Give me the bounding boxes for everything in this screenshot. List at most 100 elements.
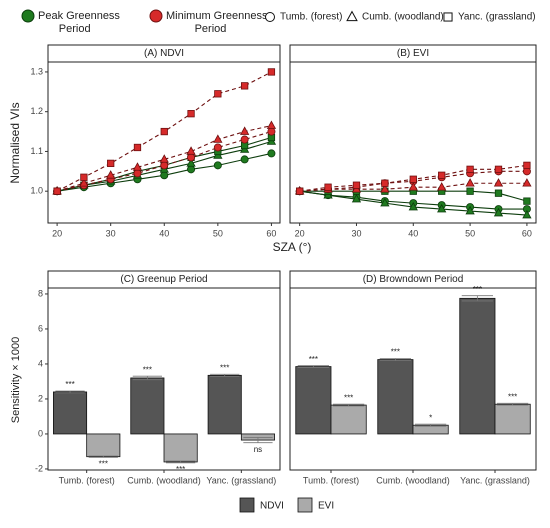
point	[267, 68, 276, 76]
legend-label: Peak Greenness Period	[38, 10, 120, 35]
significance-label: ***	[176, 465, 185, 474]
point	[132, 162, 143, 171]
significance-label: ***	[220, 363, 229, 372]
error-bar	[461, 295, 493, 302]
point	[523, 197, 531, 205]
point	[267, 127, 276, 136]
point	[438, 171, 446, 179]
panel-title: (B) EVI	[397, 48, 429, 59]
point	[213, 161, 222, 170]
legend-label: Tumb. (forest)	[280, 12, 342, 23]
y-tick-label: 8	[38, 288, 43, 298]
error-bar	[415, 423, 447, 427]
legend-marker	[346, 10, 358, 22]
point	[465, 178, 475, 187]
point	[522, 209, 532, 219]
y-tick-label: 1.1	[30, 146, 43, 156]
point	[53, 187, 61, 195]
bar	[86, 433, 121, 458]
error-bar	[55, 390, 85, 394]
legend-label: Cumb. (woodland)	[362, 12, 444, 23]
legend-label: Minimum Greenness Period	[166, 10, 268, 35]
significance-label: ***	[344, 393, 353, 402]
point	[523, 161, 531, 169]
point	[240, 155, 249, 164]
significance-label: ***	[99, 460, 108, 469]
point	[493, 178, 504, 187]
legend-marker	[265, 12, 275, 22]
point	[187, 153, 196, 162]
error-bar	[243, 437, 273, 444]
point	[133, 143, 142, 152]
y-tick-label: 0	[38, 428, 43, 438]
x-tick-label: Yanc. (grassland)	[460, 475, 530, 485]
point	[160, 127, 168, 136]
legend-label: EVI	[318, 501, 334, 512]
point	[240, 82, 249, 90]
point	[107, 159, 115, 168]
x-axis-label: SZA (°)	[273, 240, 312, 254]
x-tick-label: 50	[213, 228, 223, 238]
significance-label: ***	[391, 348, 400, 357]
y-tick-label: -2	[35, 463, 43, 473]
bar	[459, 297, 496, 435]
point	[522, 178, 532, 187]
panel-title: (A) NDVI	[144, 48, 184, 59]
point	[380, 184, 390, 193]
significance-label: ***	[143, 365, 152, 374]
x-tick-label: 60	[522, 228, 532, 238]
point	[493, 207, 504, 217]
point	[352, 181, 361, 189]
bar	[207, 374, 242, 435]
legend-swatch	[297, 497, 313, 513]
y-tick-label: 4	[38, 358, 43, 368]
legend-marker	[21, 9, 35, 23]
point	[80, 173, 88, 181]
point	[266, 120, 277, 129]
point	[240, 126, 250, 135]
legend-marker	[443, 12, 453, 22]
point	[381, 179, 389, 187]
point	[160, 161, 169, 170]
point	[186, 146, 196, 155]
x-tick-label: Cumb. (woodland)	[376, 475, 450, 485]
series-line	[56, 131, 272, 192]
legend-label: Yanc. (grassland)	[458, 12, 536, 23]
x-tick-label: 50	[465, 228, 475, 238]
error-bar	[210, 373, 240, 377]
point	[437, 203, 447, 213]
point	[466, 187, 474, 195]
point	[106, 170, 116, 179]
point	[267, 149, 276, 158]
y-tick-label: 1.3	[30, 66, 43, 76]
point	[214, 90, 222, 98]
point	[213, 134, 223, 143]
error-bar	[88, 455, 118, 458]
point	[187, 110, 195, 118]
x-tick-label: 30	[351, 228, 361, 238]
bar	[494, 403, 531, 435]
error-bar	[497, 402, 529, 406]
bar	[330, 404, 367, 435]
point	[408, 182, 418, 191]
significance-label: ***	[473, 285, 482, 294]
error-bar	[166, 460, 196, 464]
x-tick-label: 30	[106, 228, 116, 238]
x-tick-label: Cumb. (woodland)	[127, 475, 201, 485]
point	[133, 169, 142, 178]
bar	[163, 433, 198, 463]
panel-title: (D) Browndown Period	[363, 274, 464, 285]
point	[324, 183, 332, 191]
error-bar	[379, 358, 411, 362]
point	[159, 154, 169, 163]
y-axis-label: Sensitivity × 1000	[10, 337, 22, 424]
bar	[295, 366, 332, 435]
panel-title: (C) Greenup Period	[120, 274, 207, 285]
point	[186, 158, 196, 167]
point	[380, 197, 390, 207]
y-tick-label: 1.0	[30, 186, 43, 196]
x-tick-label: Tumb. (forest)	[59, 475, 115, 485]
bar	[377, 359, 414, 435]
point	[465, 205, 475, 215]
